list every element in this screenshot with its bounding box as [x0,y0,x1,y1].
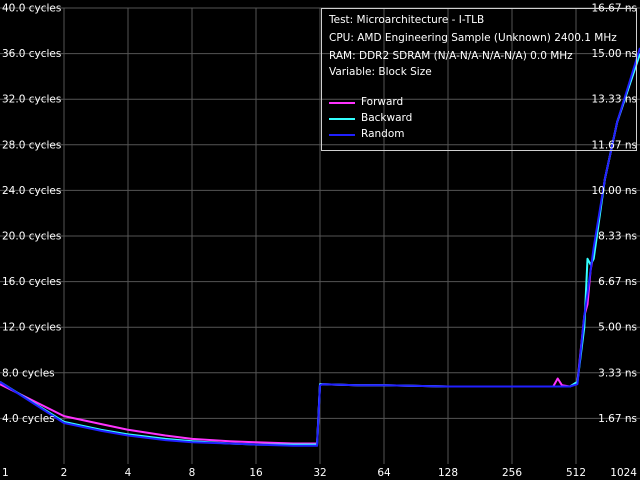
x-tick-label: 512 [566,467,586,479]
y-tick-label-left: 28.0 cycles [2,139,61,151]
y-axis-labels-right: 1.67 ns 3.33 ns 5.00 ns 6.67 ns 8.33 ns 10.00… [591,3,637,425]
series-layer [0,47,640,447]
x-tick-label: 8 [189,467,196,479]
y-axis-labels-left: 4.0 cycles 8.0 cycles 12.0 cycles 16.0 cycl… [2,3,61,425]
y-tick-label-right: 8.33 ns [598,231,637,243]
y-tick-label-left: 40.0 cycles [2,3,61,15]
x-tick-label: 1024 [610,467,637,479]
legend-label-random: Random [361,128,405,140]
grid-lines [0,7,640,464]
info-cpu: CPU: AMD Engineering Sample (Unknown) 24… [329,32,617,44]
series-line-random [0,47,640,447]
legend-swatch-forward [329,102,355,104]
y-tick-label-right: 15.00 ns [591,48,637,60]
y-tick-label-left: 16.0 cycles [2,276,61,288]
y-tick-label-left: 8.0 cycles [2,367,55,379]
y-tick-label-right: 10.00 ns [591,185,637,197]
x-tick-label: 2 [61,467,68,479]
info-variable: Variable: Block Size [329,66,432,78]
x-tick-label: 1 [2,467,9,479]
x-tick-label: 64 [377,467,391,479]
x-tick-label: 32 [313,467,326,479]
info-ram: RAM: DDR2 SDRAM (N/A-N/A-N/A-N/A) 0.0 MH… [329,50,573,62]
y-tick-label-left: 36.0 cycles [2,48,61,60]
x-tick-label: 4 [125,467,132,479]
legend-swatch-random [329,134,355,136]
x-tick-label: 16 [249,467,263,479]
info-legend-box: Test: Microarchitecture - I-TLB CPU: AMD… [321,8,637,151]
y-tick-label-right: 13.33 ns [591,94,637,106]
x-tick-label: 256 [502,467,522,479]
x-tick-label: 128 [438,467,458,479]
y-tick-label-right: 6.67 ns [598,276,637,288]
y-tick-label-right: 3.33 ns [598,367,637,379]
x-axis-labels: 1 2 4 8 16 32 64 128 256 512 1024 [2,467,637,479]
y-tick-label-left: 32.0 cycles [2,94,61,106]
legend-swatch-backward [329,118,355,120]
info-test: Test: Microarchitecture - I-TLB [329,14,485,26]
y-tick-label-right: 11.67 ns [591,139,637,151]
legend-label-forward: Forward [361,96,404,108]
y-tick-label-left: 12.0 cycles [2,322,61,334]
y-tick-label-left: 20.0 cycles [2,231,61,243]
y-tick-label-right: 1.67 ns [598,413,637,425]
y-tick-label-left: 24.0 cycles [2,185,61,197]
legend-label-backward: Backward [361,112,413,124]
y-tick-label-right: 5.00 ns [598,322,637,334]
y-tick-label-left: 4.0 cycles [2,413,55,425]
